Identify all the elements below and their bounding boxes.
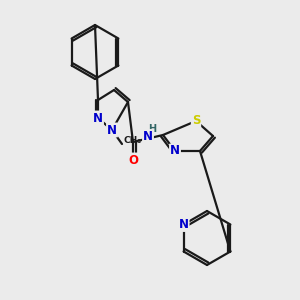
Text: N: N <box>93 112 103 124</box>
Text: N: N <box>143 130 153 143</box>
Text: N: N <box>170 145 180 158</box>
Text: S: S <box>192 115 200 128</box>
Text: N: N <box>107 124 117 136</box>
Text: O: O <box>128 154 138 166</box>
Text: N: N <box>178 218 189 231</box>
Text: H: H <box>148 124 156 134</box>
Text: CH₃: CH₃ <box>123 136 141 145</box>
